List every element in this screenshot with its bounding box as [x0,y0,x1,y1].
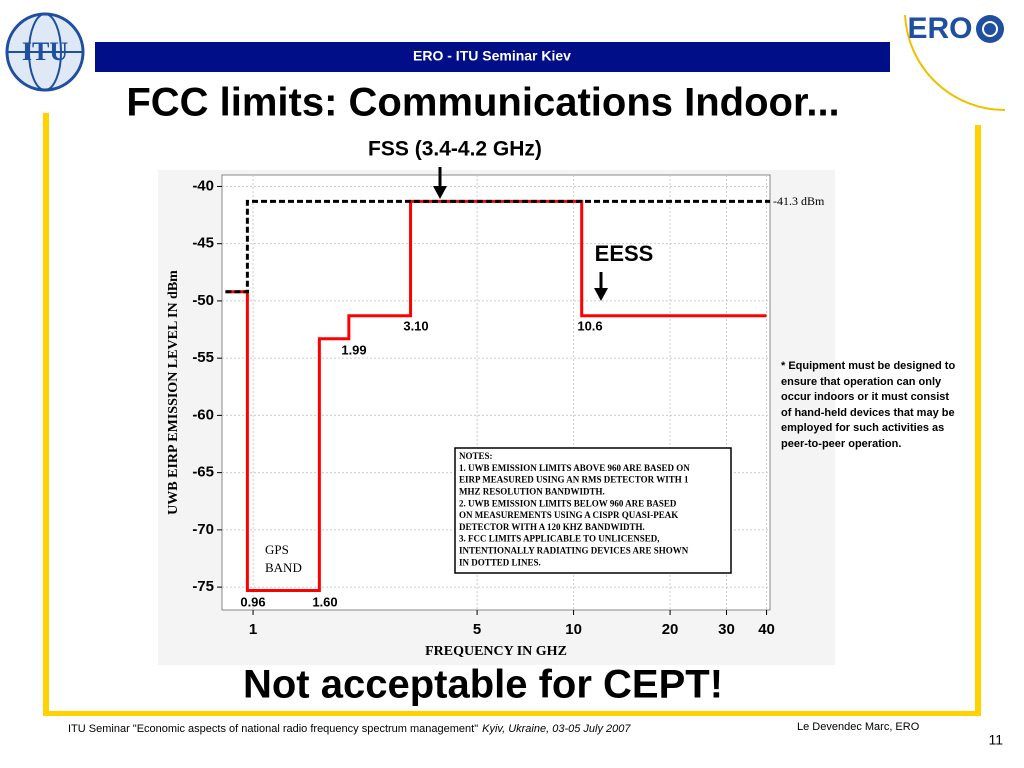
annotation: 3.10 [403,318,428,333]
y-tick-label: -45 [192,235,214,252]
footer-author: Le Devendec Marc, ERO [797,721,920,733]
side-note: * Equipment must be designed to ensure t… [781,360,956,450]
y-tick-label: -60 [192,406,214,423]
frame-left [43,113,49,716]
page-number: 11 [988,732,1003,748]
notes-line: DETECTOR WITH A 120 KHZ BANDWIDTH. [459,522,645,532]
plot: -40 -45 -50 -55 -60 -65 -70 -75 1 5 10 20 30 40 FREQUE… [166,138,825,660]
header-text: ERO - ITU Seminar Kiev [413,48,571,64]
y-tick-label: -40 [192,177,214,194]
annotation: 10.6 [577,318,602,333]
logo-text: ERO [907,12,972,45]
notes-line: INTENTIONALLY RADIATING DEVICES ARE SHOW… [459,545,689,555]
series-line [225,199,770,294]
notes-line: MHZ RESOLUTION BANDWIDTH. [459,486,605,496]
notes-line: NOTES: [459,451,493,461]
conclusion: Not acceptable for CEPT! [243,663,723,707]
y-tick-label: -65 [192,464,214,481]
y-tick-label: -55 [192,349,214,366]
notes-line: ON MEASUREMENTS USING A CISPR QUASI-PEAK [459,510,678,520]
frame-bottom [43,711,981,716]
y-tick-label: -70 [192,521,214,538]
x-axis-label: FREQUENCY IN GHZ [425,644,567,659]
notes-box [454,447,732,574]
y-axis-label: UWB EIRP EMISSION LEVEL IN dBm [166,270,181,515]
annotation: 0.96 [240,594,265,609]
annotation: 1.99 [341,342,366,357]
x-tick-label: 40 [758,621,775,638]
footer-italic: Kyiv, Ukraine, 03-05 July 2007 [482,723,631,735]
ero-logo: ERO [904,12,1006,112]
annotation: BAND [265,560,302,575]
slide-title: FCC limits: Communications Indoor... [126,81,839,125]
x-tick-label: 30 [718,621,735,638]
x-tick-label: 5 [473,621,481,638]
x-tick-label: 10 [565,621,582,638]
itu-logo: ITU [5,12,85,92]
footer-left: ITU Seminar "Economic aspects of nationa… [68,723,631,735]
arrows [433,167,608,301]
annotation: GPS [265,542,289,557]
y-tick-label: -75 [192,578,214,595]
footer-text: ITU Seminar "Economic aspects of nationa… [68,723,478,735]
annotation: -41.3 dBm [773,194,825,208]
y-tick-label: -50 [192,292,214,309]
x-tick-label: 20 [662,621,679,638]
notes-line: IN DOTTED LINES. [459,557,541,567]
series-line [225,199,767,593]
notes-line: 1. UWB EMISSION LIMITS ABOVE 960 ARE BAS… [459,463,690,473]
notes-line: EIRP MEASURED USING AN RMS DETECTOR WITH… [459,475,689,485]
annotation: 1.60 [312,594,337,609]
x-tick-label: 1 [249,621,257,638]
annotation: EESS [595,241,654,266]
header-bar [95,42,890,72]
logo-text: ITU [22,37,68,66]
notes-line: 3. FCC LIMITS APPLICABLE TO UNLICENSED, [459,534,659,544]
frame-right [975,125,981,716]
annotation: FSS (3.4-4.2 GHz) [368,138,542,161]
notes-line: 2. UWB EMISSION LIMITS BELOW 960 ARE BAS… [459,498,677,508]
